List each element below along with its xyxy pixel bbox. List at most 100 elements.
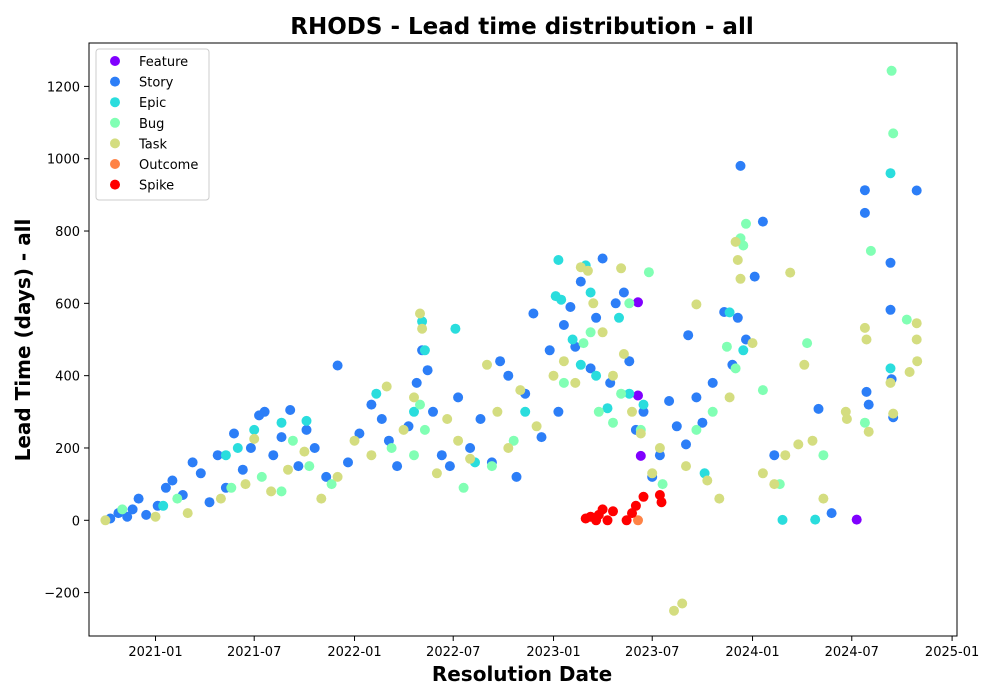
point-story: [122, 511, 133, 522]
point-task: [515, 385, 526, 396]
point-task: [691, 299, 702, 310]
point-bug: [730, 363, 741, 374]
point-task: [431, 468, 442, 479]
point-story: [861, 386, 872, 397]
point-spike: [597, 504, 608, 515]
point-story: [321, 471, 332, 482]
point-epic: [419, 345, 430, 356]
point-bug: [558, 377, 569, 388]
point-story: [585, 363, 596, 374]
point-story: [465, 443, 476, 453]
point-story: [697, 417, 708, 428]
point-task: [588, 298, 599, 309]
point-story: [618, 287, 629, 298]
point-bug: [608, 417, 618, 428]
point-task: [492, 406, 503, 417]
x-tick-label: 2023-01: [526, 645, 580, 660]
point-task: [681, 461, 691, 472]
point-story: [268, 450, 279, 461]
point-story: [911, 185, 922, 196]
point-bug: [386, 443, 397, 453]
point-task: [757, 468, 768, 479]
point-spike: [656, 497, 667, 508]
point-story: [664, 396, 675, 406]
legend-label: Feature: [139, 55, 188, 70]
point-bug: [326, 479, 337, 490]
point-story: [167, 475, 178, 486]
point-story: [681, 439, 691, 450]
point-task: [904, 367, 915, 377]
point-story: [749, 271, 760, 282]
point-task: [409, 392, 419, 403]
point-story: [245, 443, 256, 453]
point-task: [100, 515, 111, 526]
point-story: [769, 450, 780, 461]
point-story: [343, 457, 353, 468]
point-bug: [657, 479, 668, 490]
point-story: [707, 377, 718, 388]
point-story: [411, 377, 422, 388]
point-bug: [707, 406, 718, 417]
legend-label: Task: [138, 137, 168, 152]
legend-marker: [110, 76, 120, 87]
point-task: [635, 428, 646, 439]
point-story: [859, 185, 870, 196]
point-bug: [419, 424, 430, 435]
point-story: [237, 464, 248, 475]
point-task: [807, 435, 818, 446]
x-tick-label: 2024-01: [725, 645, 779, 660]
point-spike: [638, 491, 649, 502]
point-story: [475, 414, 486, 424]
x-tick-label: 2021-07: [227, 645, 281, 660]
point-bug: [486, 461, 497, 472]
point-task: [647, 468, 658, 479]
y-axis-title: Lead Time (days) - all: [11, 219, 35, 462]
point-bug: [901, 314, 912, 325]
point-epic: [585, 287, 596, 298]
point-bug: [593, 406, 604, 417]
point-task: [548, 370, 559, 381]
point-task: [732, 255, 743, 265]
point-story: [638, 406, 649, 417]
series-story: [105, 160, 922, 524]
plot-area: [100, 65, 923, 616]
point-epic: [450, 323, 461, 334]
point-task: [558, 356, 569, 367]
y-tick-label: 800: [55, 225, 80, 240]
point-story: [610, 298, 621, 309]
point-story: [276, 432, 287, 443]
point-story: [285, 405, 296, 415]
point-task: [570, 377, 581, 388]
point-bug: [741, 218, 751, 229]
x-axis-title: Resolution Date: [432, 662, 612, 686]
point-epic: [301, 415, 312, 426]
point-task: [366, 450, 377, 461]
point-task: [769, 479, 780, 490]
point-story: [133, 493, 144, 504]
legend-label: Story: [139, 76, 174, 91]
point-task: [266, 486, 277, 497]
point-task: [442, 414, 453, 424]
point-task: [482, 359, 492, 370]
point-task: [730, 236, 741, 247]
point-spike: [608, 506, 618, 517]
point-bug: [624, 298, 635, 309]
point-feature: [635, 450, 646, 461]
point-feature: [851, 514, 862, 525]
point-epic: [409, 406, 419, 417]
point-task: [841, 414, 852, 424]
point-story: [565, 302, 576, 312]
point-task: [735, 273, 746, 284]
y-tick-label: 400: [55, 370, 80, 385]
point-epic: [371, 388, 382, 399]
point-feature: [633, 390, 643, 401]
legend-box: [95, 48, 210, 201]
point-story: [691, 392, 702, 403]
point-story: [332, 360, 343, 371]
point-bug: [415, 399, 425, 410]
point-story: [859, 207, 870, 218]
point-task: [597, 327, 608, 338]
legend-marker: [110, 56, 120, 66]
point-bug: [888, 128, 899, 139]
point-task: [332, 471, 343, 482]
